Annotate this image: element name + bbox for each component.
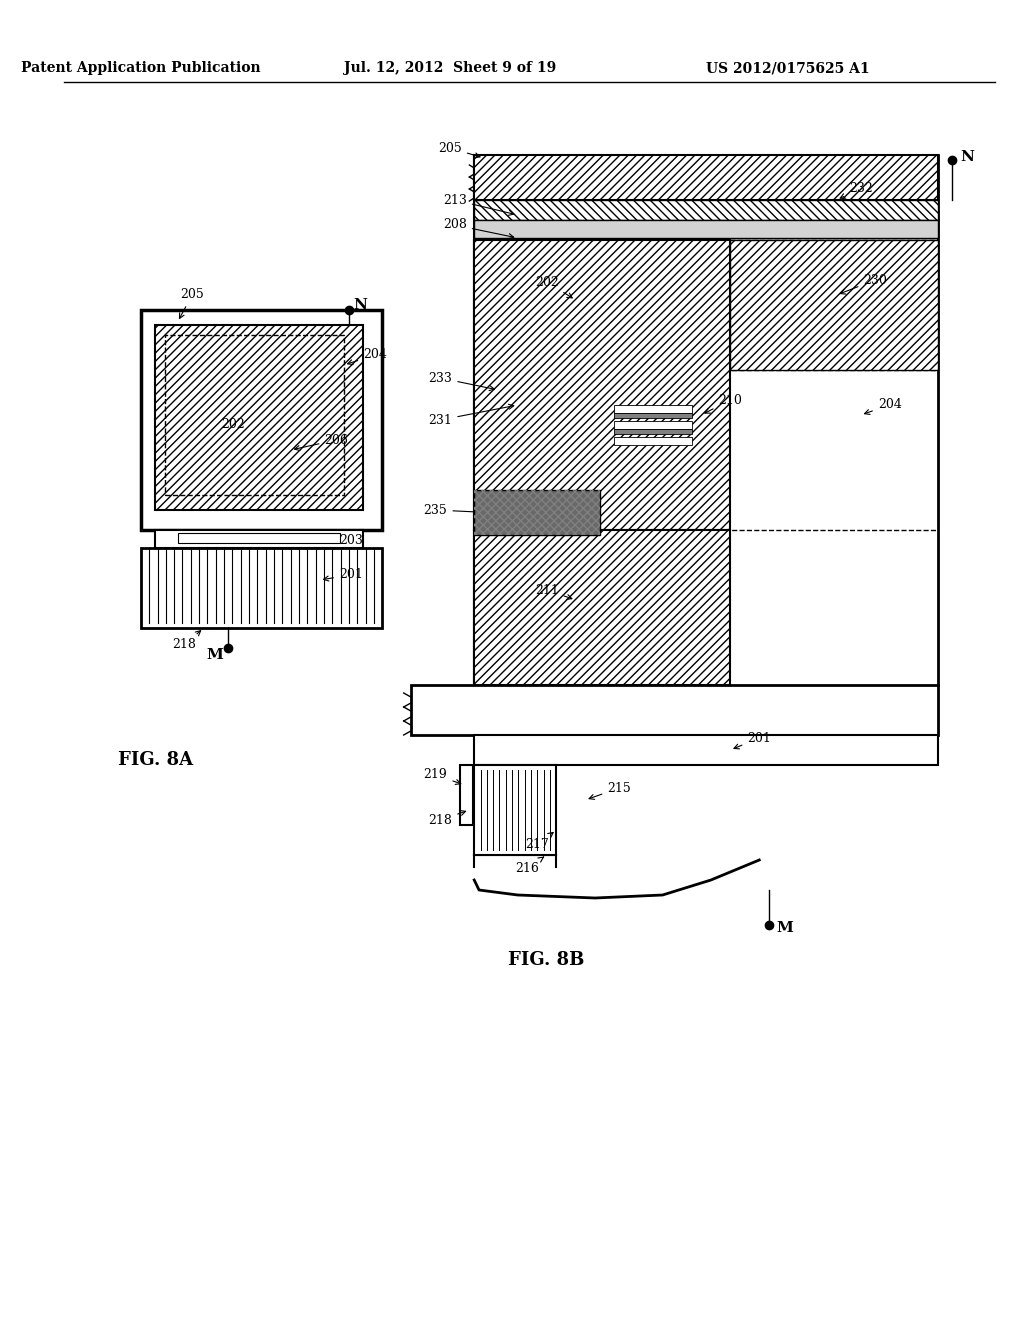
Text: FIG. 8A: FIG. 8A [118,751,193,770]
Text: 231: 231 [428,404,514,426]
Text: 217: 217 [525,833,553,851]
Bar [141,548,382,628]
Bar [474,490,600,535]
Bar [474,201,938,220]
Bar [474,766,556,855]
Text: M: M [776,921,794,935]
Bar [614,413,691,418]
Bar [156,325,364,510]
Text: Jul. 12, 2012  Sheet 9 of 19: Jul. 12, 2012 Sheet 9 of 19 [344,61,556,75]
Bar [177,533,340,543]
Bar [614,405,691,413]
Text: 203: 203 [324,533,362,546]
Text: 208: 208 [443,219,514,239]
Bar [412,685,938,735]
Text: 204: 204 [864,399,901,414]
Bar [165,335,344,495]
Bar [614,429,691,434]
Text: 205: 205 [438,141,480,158]
Text: US 2012/0175625 A1: US 2012/0175625 A1 [707,61,870,75]
Text: 235: 235 [424,503,495,516]
Bar [730,240,938,370]
Bar [474,154,938,201]
Text: 232: 232 [840,181,872,198]
Bar [141,310,382,531]
Bar [614,421,691,429]
Text: 233: 233 [428,371,495,391]
Text: Patent Application Publication: Patent Application Publication [22,61,261,75]
Text: 218: 218 [172,631,201,652]
Text: 205: 205 [179,289,204,318]
Text: 215: 215 [589,781,631,800]
Bar [614,437,691,445]
Text: 204: 204 [347,348,387,364]
Bar [474,735,938,766]
Text: M: M [206,648,223,663]
Bar [474,531,730,685]
Bar [474,490,600,535]
Text: 211: 211 [535,583,571,599]
Bar [474,240,730,531]
Bar [460,766,473,825]
Text: FIG. 8B: FIG. 8B [509,950,585,969]
Text: 201: 201 [324,569,362,582]
Text: N: N [353,298,368,312]
Bar [730,154,938,238]
Text: N: N [961,150,974,164]
Bar [156,531,364,548]
Text: 218: 218 [428,810,466,826]
Text: 219: 219 [424,768,461,784]
Text: 210: 210 [705,393,742,413]
Text: 202: 202 [221,418,245,432]
Text: 206: 206 [295,433,348,450]
Text: 213: 213 [443,194,514,215]
Bar [474,220,938,238]
Text: 216: 216 [515,857,544,874]
Text: 230: 230 [841,273,887,294]
Text: 201: 201 [734,731,771,748]
Text: 202: 202 [535,276,572,298]
